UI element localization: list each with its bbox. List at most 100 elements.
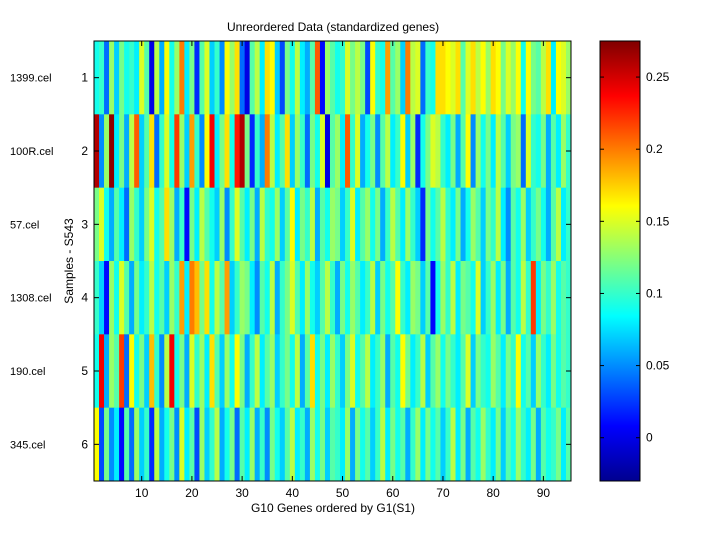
heatmap-cell [360,407,366,482]
heatmap-cell [164,187,170,262]
heatmap-cell [269,41,276,115]
heatmap-cell [490,261,497,335]
heatmap-cell [179,334,185,409]
heatmap-cell [249,261,256,335]
heatmap-cell [149,114,155,189]
heatmap-cell [400,407,406,482]
heatmap-cell [555,334,562,409]
heatmap-cell [214,261,220,335]
heatmap-cell [164,261,170,335]
heatmap-cell [324,41,331,115]
heatmap-cell [505,114,512,189]
heatmap-cell [550,114,557,189]
heatmap-cell [345,187,351,262]
colorbar-ticks: 0 0.05 0.1 0.15 0.2 0.25 [600,70,670,445]
heatmap-cell [274,187,281,262]
heatmap-cell [279,334,286,409]
heatmap-cell [465,187,471,262]
heatmap-cell [400,187,406,262]
heatmap-cell [229,114,235,189]
heatmap-cell [124,407,130,482]
heatmap-cell [164,41,170,115]
heatmap-cell [460,187,466,262]
heatmap-cell [164,334,170,409]
heatmap-cell [204,187,210,262]
heatmap-cell [355,334,361,409]
heatmap-cell [495,261,502,335]
heatmap-cell [159,334,165,409]
heatmap-cell [540,41,547,115]
heatmap-cell [485,261,492,335]
heatmap-cell [530,114,537,189]
heatmap-cell [319,187,326,262]
heatmap-cell [304,407,311,482]
heatmap-cell [274,407,281,482]
heatmap-cell [520,187,527,262]
heatmap-cell [510,261,517,335]
heatmap-cell [244,261,251,335]
heatmap-cell [475,41,482,115]
heatmap-cell [550,187,557,262]
heatmap-cell [289,334,296,409]
heatmap-cell [324,261,331,335]
heatmap-cell [159,114,165,189]
heatmap-cell [420,114,426,189]
heatmap-cell [244,187,251,262]
heatmap-cell [139,114,145,189]
heatmap-cell [530,261,537,335]
heatmap-cell [214,334,220,409]
heatmap-cell [390,41,396,115]
heatmap-cell [219,114,225,189]
heatmap-cell [254,407,261,482]
heatmap-cell [159,407,165,482]
heatmap-cell [520,114,527,189]
heatmap-cell [425,114,431,189]
heatmap-cell [455,261,461,335]
heatmap-cell [460,334,466,409]
heatmap-cell [139,407,145,482]
heatmap-cell [109,114,115,189]
heatmap-cell [314,187,321,262]
heatmap-cell [289,114,296,189]
heatmap-cell [284,187,291,262]
heatmap-cell [264,334,271,409]
heatmap-cell [99,114,105,189]
heatmap-cell [279,407,286,482]
heatmap-cell [525,41,532,115]
heatmap-cell [314,334,321,409]
heatmap-cell [329,114,336,189]
heatmap-cell [289,41,296,115]
heatmap-cell [405,261,411,335]
heatmap-cell [264,187,271,262]
heatmap-cell [530,407,537,482]
heatmap-cell [189,334,195,409]
heatmap-cell [375,334,381,409]
heatmap-cell [279,261,286,335]
heatmap-cell [540,261,547,335]
heatmap-cell [109,334,115,409]
heatmap-cell [495,41,502,115]
heatmap-cell [134,41,140,115]
heatmap-cell [460,114,466,189]
heatmap-cell [119,407,125,482]
heatmap-cell [99,407,105,482]
heatmap-cell [209,114,215,189]
heatmap-cell [244,41,251,115]
heatmap-cell [400,114,406,189]
heatmap-cell [254,334,261,409]
heatmap-cell [154,334,160,409]
heatmap-cell [179,407,185,482]
heatmap-cell [485,334,492,409]
heatmap-cell [199,334,205,409]
heatmap-cell [299,114,306,189]
heatmap-cell [410,41,416,115]
heatmap-cell [485,407,492,482]
heatmap-cell [164,114,170,189]
heatmap-cell [540,334,547,409]
heatmap-cell [129,187,135,262]
heatmap-cell [129,114,135,189]
heatmap-cell [209,261,215,335]
heatmap-cell [535,261,542,335]
heatmap-cell [169,334,175,409]
colorbar-tick-label: 0.25 [646,70,670,84]
